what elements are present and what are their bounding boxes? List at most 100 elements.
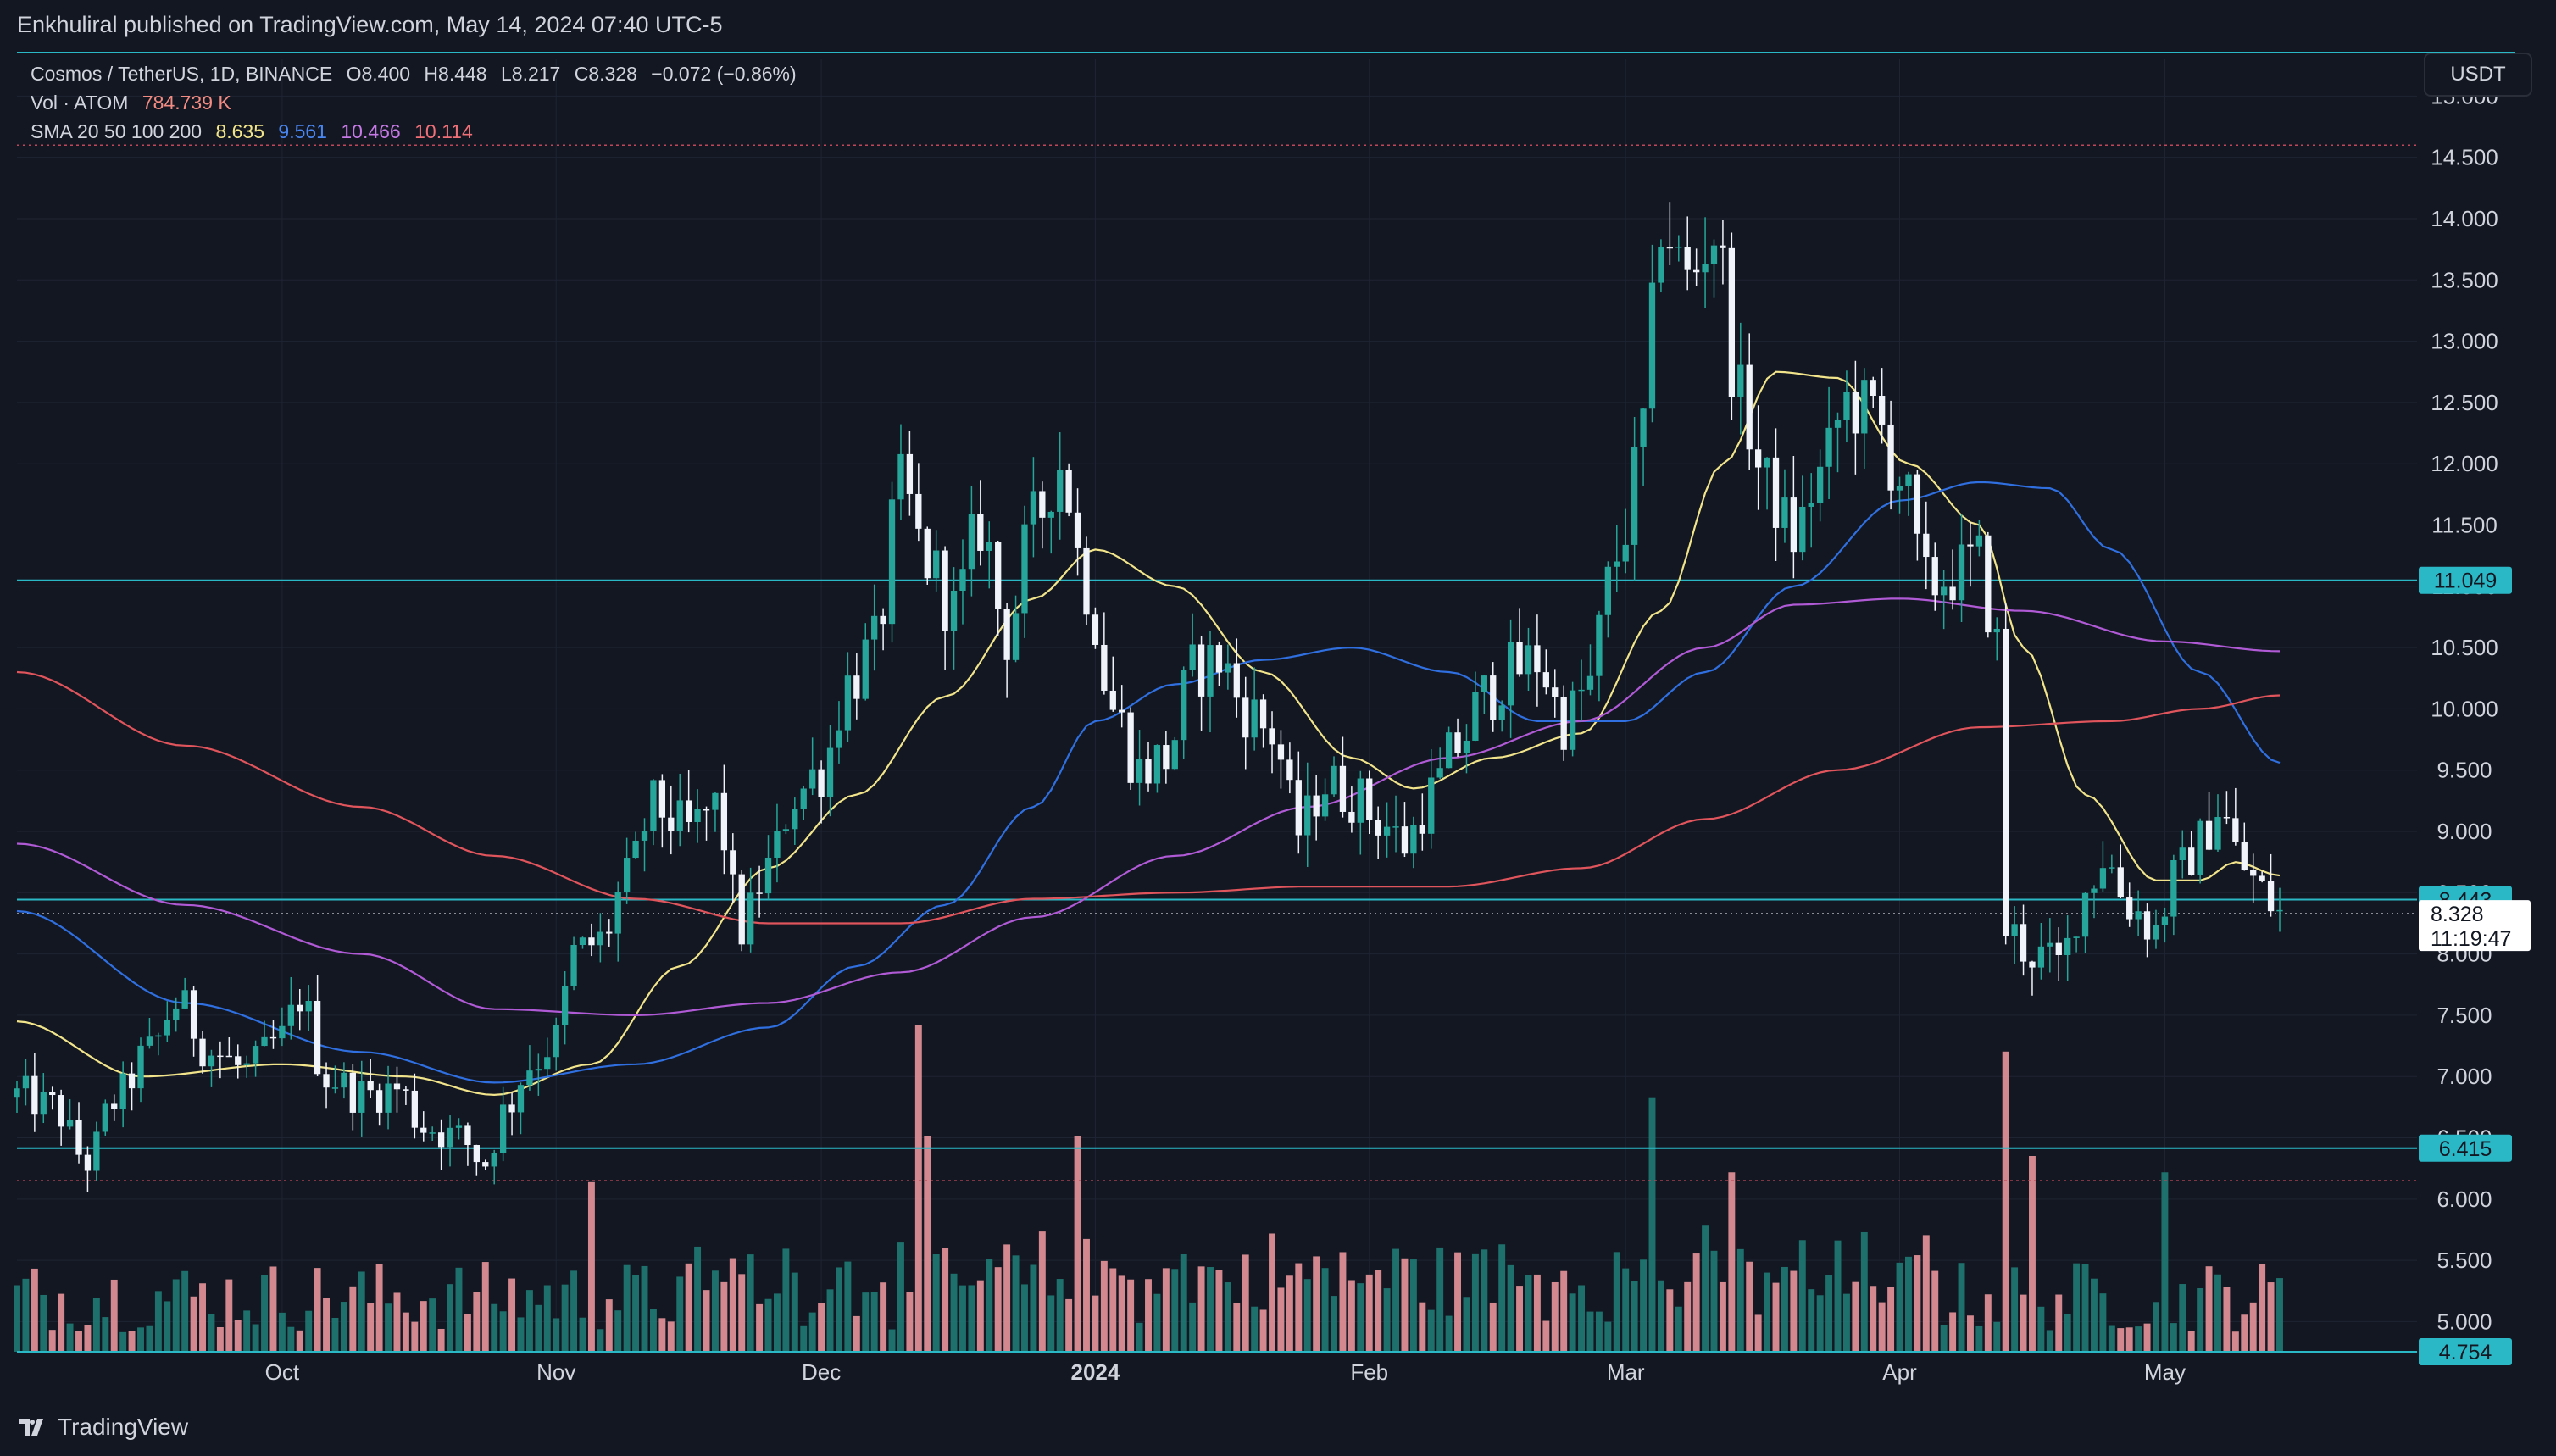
volume-bar [1507,1264,1514,1352]
horizontal-lines [17,144,2417,1353]
candle-body [1490,675,1497,720]
volume-bar [1331,1296,1337,1352]
time-axis[interactable]: Oct Nov Dec 2024 Feb Mar Apr May [265,1359,2186,1385]
volume-bar [1471,1253,1479,1352]
candle-body [14,1088,20,1098]
candle-body [491,1153,497,1167]
volume-bar [1427,1309,1435,1352]
published-text: Enkhuliral published on TradingView.com,… [17,12,723,37]
volume-bar [1578,1285,1586,1352]
volume-bar [632,1275,640,1352]
volume-bar [199,1283,206,1352]
price-label: 6.415 [2439,1137,2492,1161]
y-tick-label: 9.500 [2437,758,2492,783]
volume-bar [1940,1325,1948,1352]
candle-body [1728,247,1736,397]
candle-body [2047,942,2053,947]
candle-body [1277,744,1285,760]
candle-body [1083,547,1090,615]
volume-bar [1409,1259,1417,1352]
volume-bar [1162,1268,1170,1352]
volume-bar [2259,1264,2266,1352]
legend-volume-row: Vol · ATOM 784.739 K [31,88,797,117]
volume-bar [2214,1274,2221,1352]
volume-bar [331,1317,339,1352]
candle-body [1985,535,1992,633]
volume-bar [658,1318,666,1352]
candle-body [1923,533,1930,558]
sma-line-sma20 [16,370,2281,1097]
volume-bar [1180,1253,1187,1352]
candle-body [1207,645,1214,697]
footer [0,1397,2556,1456]
y-tick-label: 5.500 [2437,1248,2492,1273]
candle-body [1852,392,1859,434]
legend-sma-label[interactable]: SMA 20 50 100 200 [31,120,203,142]
candle-body [1357,778,1364,823]
sma-lines [16,370,2281,1097]
candle-body [1658,247,1664,283]
volume-bar [2108,1325,2115,1352]
candle-body [668,817,675,831]
candle-body [1534,645,1541,673]
volume-bar [1242,1254,1249,1352]
volume-bar [1551,1281,1559,1352]
volume-bar [411,1321,419,1352]
candle-body [694,809,701,822]
candle-body [1286,759,1293,781]
volume-bar [818,1303,825,1352]
candle-body [111,1103,118,1109]
candle-body [1941,586,1948,596]
legend: Cosmos / TetherUS, 1D, BINANCE O8.400 H8… [31,59,797,146]
candle-body [747,892,754,945]
volume-bar [1118,1275,1125,1352]
volume-bar [1109,1268,1117,1352]
candle-body [420,1127,427,1133]
candle-body [1808,503,1814,507]
volume-bar [587,1181,595,1352]
volume-bar [976,1280,984,1352]
candle-body [826,747,834,797]
volume-bar [1719,1281,1726,1352]
candle-body [305,1000,312,1012]
candle-body [641,831,648,841]
volume-bar [31,1268,38,1352]
currency-button[interactable]: USDT [2424,53,2532,97]
volume-bar [1171,1269,1179,1352]
candle-body [2188,847,2195,875]
legend-symbol[interactable]: Cosmos / TetherUS, 1D, BINANCE [31,63,333,85]
candle-body [66,1120,74,1127]
candle-body [1410,825,1417,854]
candle-body [1702,264,1709,273]
volume-bar [756,1303,764,1352]
volume-bar [1754,1314,1762,1352]
candle-body [2099,868,2107,889]
tradingview-logo[interactable]: TradingView [19,1414,188,1441]
volume-bar [1207,1267,1214,1352]
candle-body [1181,670,1187,741]
volume-bar [252,1324,259,1352]
candle-body [287,1004,294,1026]
legend-vol-label[interactable]: Vol · ATOM [31,92,129,114]
candle-body [358,1081,365,1113]
candle-body [323,1074,330,1088]
candle-body [1569,690,1576,750]
candle-body [367,1081,374,1091]
candle-body [22,1075,30,1089]
candle-body [597,931,604,946]
candle-body [720,792,728,851]
candle-body [1525,645,1532,675]
volume-bar [897,1242,904,1352]
candle-body [31,1075,38,1115]
candle-body [986,542,992,551]
volume-bar [1392,1248,1399,1352]
volume-bar [48,1330,56,1352]
candle-body [464,1125,471,1146]
volume-bar [1816,1295,1824,1352]
volume-bar [1746,1261,1753,1352]
candle-body [1039,491,1046,518]
candle-body [137,1045,144,1089]
sma-line-sma50 [16,481,2281,1084]
volume-bar [2223,1287,2231,1352]
